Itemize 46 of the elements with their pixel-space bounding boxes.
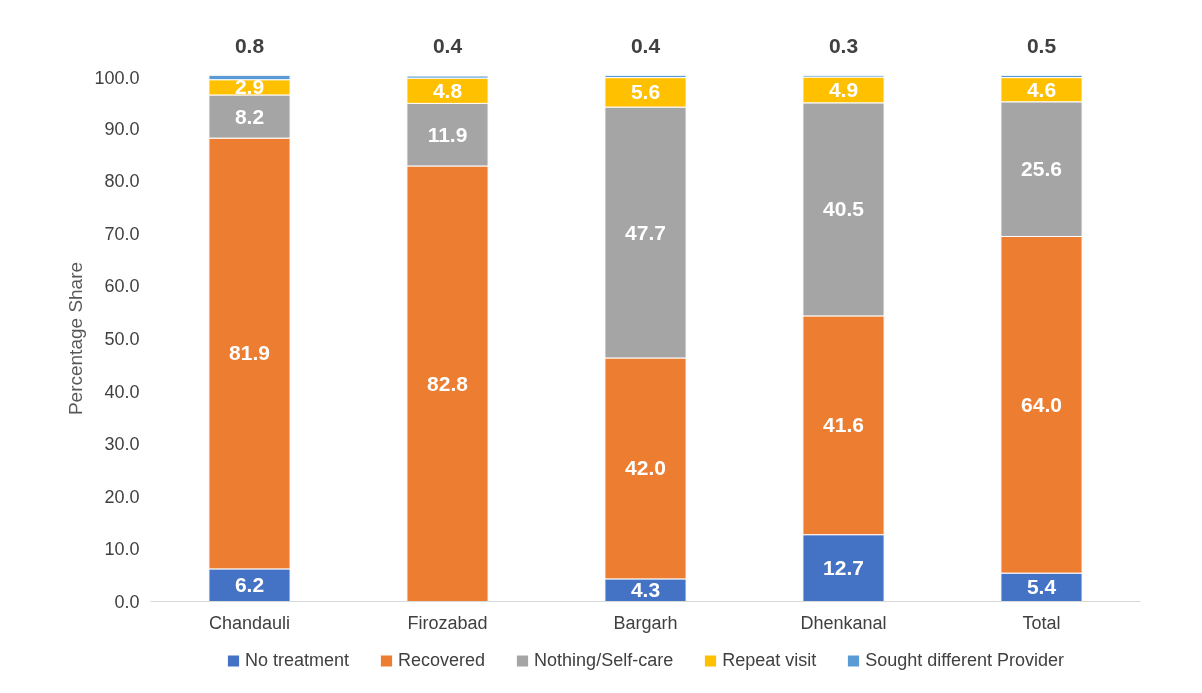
data-label: 0.4 bbox=[432, 34, 463, 57]
legend-label: Sought different Provider bbox=[865, 649, 1065, 671]
legend-label: Nothing/Self-care bbox=[534, 649, 674, 671]
x-tick-label: Bargarh bbox=[613, 612, 678, 633]
legend-label: Recovered bbox=[398, 649, 486, 671]
data-label: 6.2 bbox=[234, 573, 265, 597]
data-label: 0.5 bbox=[1026, 34, 1057, 57]
y-tick-label: 80.0 bbox=[104, 171, 140, 192]
y-tick-label: 90.0 bbox=[104, 118, 140, 139]
data-label: 64.0 bbox=[1021, 392, 1062, 416]
data-label: 81.9 bbox=[229, 341, 270, 365]
data-label: 0.4 bbox=[630, 34, 661, 57]
data-label: 41.6 bbox=[823, 413, 864, 437]
data-label: 4.3 bbox=[630, 578, 661, 602]
data-label: 42.0 bbox=[625, 456, 666, 480]
legend-label: Repeat visit bbox=[722, 649, 817, 671]
y-tick-label: 10.0 bbox=[104, 539, 140, 560]
data-label: 8.2 bbox=[234, 104, 265, 128]
x-tick-label: Total bbox=[1022, 612, 1061, 633]
y-tick-label: 30.0 bbox=[104, 434, 140, 455]
legend-label: No treatment bbox=[244, 649, 350, 671]
data-label: 2.9 bbox=[234, 75, 265, 99]
x-tick-label: Chandauli bbox=[208, 612, 291, 633]
y-tick-label: 50.0 bbox=[104, 329, 140, 349]
data-label: 11.9 bbox=[427, 122, 468, 146]
data-label: 82.8 bbox=[427, 371, 469, 395]
y-tick-label: 60.0 bbox=[104, 276, 140, 297]
y-tick-label: 40.0 bbox=[104, 381, 140, 402]
data-label: 4.8 bbox=[432, 78, 463, 102]
x-tick-label: Dhenkanal bbox=[800, 612, 887, 633]
data-label: 47.7 bbox=[625, 220, 666, 244]
data-label: 4.6 bbox=[1026, 77, 1057, 101]
y-axis-title: Percentage Share bbox=[65, 261, 87, 416]
data-label: 0.3 bbox=[828, 34, 859, 57]
data-label: 40.5 bbox=[823, 197, 865, 221]
y-tick-label: 0.0 bbox=[114, 592, 140, 612]
y-tick-label: 100.0 bbox=[94, 67, 140, 88]
y-tick-label: 70.0 bbox=[104, 223, 140, 244]
data-label: 25.6 bbox=[1021, 157, 1062, 181]
data-label: 5.6 bbox=[630, 80, 661, 104]
data-label: 4.9 bbox=[828, 77, 859, 101]
data-label: 5.4 bbox=[1026, 575, 1057, 599]
y-tick-label: 20.0 bbox=[104, 486, 140, 507]
data-label: 0.8 bbox=[234, 34, 265, 57]
x-tick-label: Firozabad bbox=[407, 612, 488, 633]
data-label: 12.7 bbox=[823, 556, 864, 580]
